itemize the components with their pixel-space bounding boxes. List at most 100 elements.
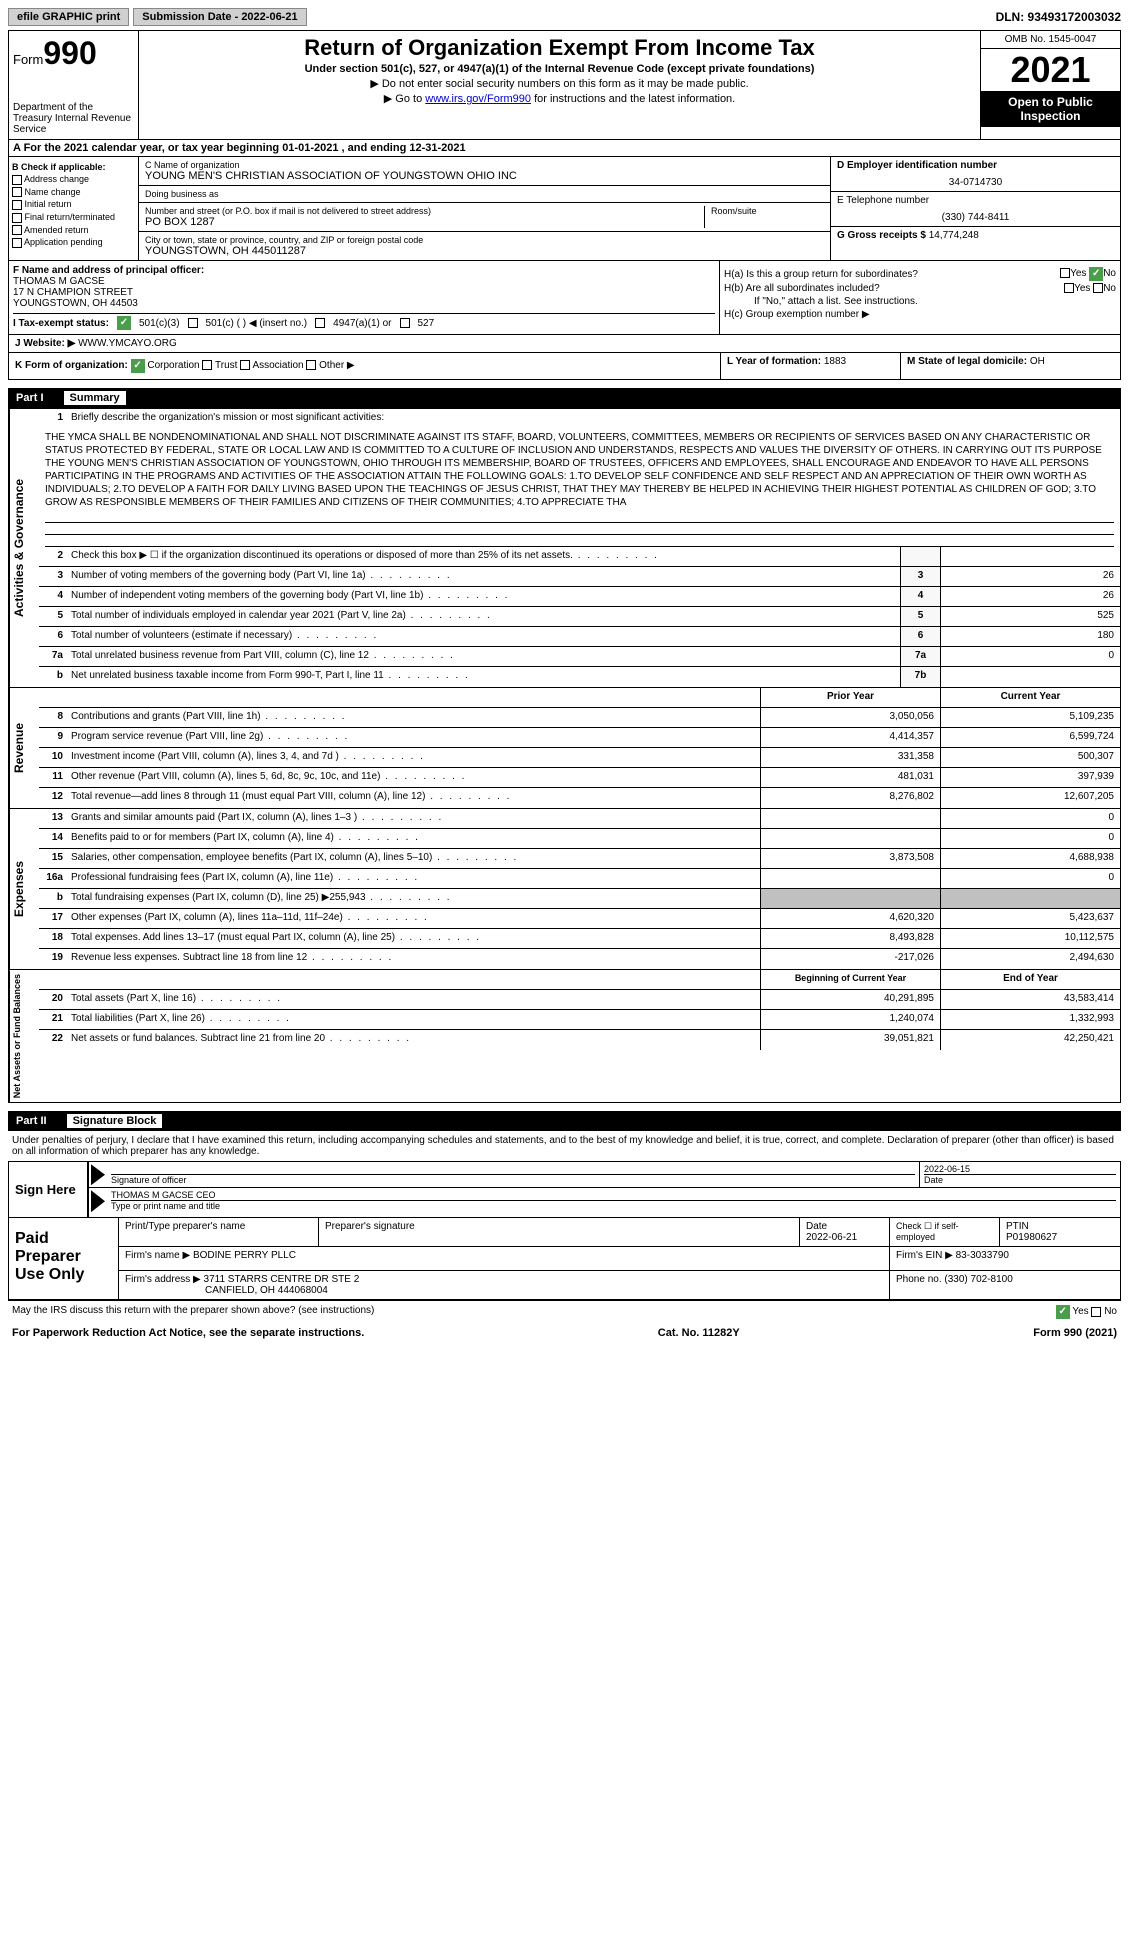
prior-val: 3,050,056 <box>760 708 940 727</box>
chk-pending[interactable] <box>12 238 22 248</box>
prep-h5: PTIN <box>1006 1221 1114 1232</box>
chk-501c[interactable] <box>188 318 198 328</box>
irs-link[interactable]: www.irs.gov/Form990 <box>425 93 531 105</box>
prior-val: 1,240,074 <box>760 1010 940 1029</box>
gross-val: 14,774,248 <box>929 230 979 241</box>
governance-section: Activities & Governance 1 Briefly descri… <box>8 408 1121 688</box>
efile-button[interactable]: efile GRAPHIC print <box>8 8 129 26</box>
prior-val: 331,358 <box>760 748 940 767</box>
part2-title: Signature Block <box>67 1114 163 1128</box>
prep-h1: Print/Type preparer's name <box>119 1218 319 1246</box>
current-val: 0 <box>940 869 1120 888</box>
form-org-label: K Form of organization: <box>15 360 128 371</box>
dba-label: Doing business as <box>145 189 219 199</box>
line-text: Professional fundraising fees (Part IX, … <box>67 869 760 888</box>
line-text: Number of independent voting members of … <box>67 587 900 606</box>
chk-final[interactable] <box>12 213 22 223</box>
prep-h5v: P01980627 <box>1006 1232 1114 1243</box>
current-val: 500,307 <box>940 748 1120 767</box>
ha-yes[interactable] <box>1060 268 1070 278</box>
chk-corp[interactable]: ✓ <box>131 359 145 373</box>
chk-4947[interactable] <box>315 318 325 328</box>
form-prefix: Form <box>13 52 43 67</box>
officer-name: THOMAS M GACSE <box>13 276 715 287</box>
line-val: 0 <box>940 647 1120 666</box>
chk-501c3[interactable]: ✓ <box>117 316 131 330</box>
prior-val: 40,291,895 <box>760 990 940 1009</box>
year-formation: 1883 <box>824 356 846 367</box>
hb-yes[interactable] <box>1064 283 1074 293</box>
ein-val: 34-0714730 <box>837 177 1114 188</box>
phone-val: (330) 744-8411 <box>837 212 1114 223</box>
chk-assoc[interactable] <box>240 360 250 370</box>
col-b-title: B Check if applicable: <box>12 162 135 172</box>
row-i-label: I Tax-exempt status: <box>13 318 109 329</box>
discuss-yes[interactable]: ✓ <box>1056 1305 1070 1319</box>
form-number: 990 <box>43 35 96 71</box>
firm-ein-label: Firm's EIN ▶ <box>896 1250 953 1261</box>
chk-amended[interactable] <box>12 225 22 235</box>
blank-line <box>45 535 1114 547</box>
line-text: Revenue less expenses. Subtract line 18 … <box>67 949 760 969</box>
chk-initial[interactable] <box>12 200 22 210</box>
line-text: Total assets (Part X, line 16) <box>67 990 760 1009</box>
end-year-header: End of Year <box>940 970 1120 989</box>
current-val: 12,607,205 <box>940 788 1120 808</box>
opt-trust: Trust <box>215 360 237 371</box>
chk-trust[interactable] <box>202 360 212 370</box>
current-val: 5,423,637 <box>940 909 1120 928</box>
chk-name[interactable] <box>12 187 22 197</box>
row-fh: F Name and address of principal officer:… <box>8 261 1121 335</box>
org-name: YOUNG MEN'S CHRISTIAN ASSOCIATION OF YOU… <box>145 170 824 182</box>
sig-name: THOMAS M GACSE CEO <box>111 1190 1116 1200</box>
line-val: 26 <box>940 587 1120 606</box>
opt-527: 527 <box>418 318 435 329</box>
prior-val: 39,051,821 <box>760 1030 940 1050</box>
expenses-section: Expenses 13 Grants and similar amounts p… <box>8 809 1121 970</box>
lbl-final: Final return/terminated <box>25 212 116 222</box>
paperwork-note: For Paperwork Reduction Act Notice, see … <box>12 1327 364 1339</box>
line-text: Benefits paid to or for members (Part IX… <box>67 829 760 848</box>
chk-527[interactable] <box>400 318 410 328</box>
officer-addr2: YOUNGSTOWN, OH 44503 <box>13 298 715 309</box>
chk-address[interactable] <box>12 175 22 185</box>
col-c-org: C Name of organization YOUNG MEN'S CHRIS… <box>139 157 830 260</box>
row-k: K Form of organization: ✓ Corporation Tr… <box>8 353 1121 380</box>
arrow-icon <box>91 1164 105 1185</box>
addr-label: Number and street (or P.O. box if mail i… <box>145 206 704 216</box>
form-ref: Form 990 (2021) <box>1033 1327 1117 1339</box>
prep-h3v: 2022-06-21 <box>806 1232 883 1243</box>
line-num: 12 <box>39 788 67 808</box>
form-header: Form990 Department of the Treasury Inter… <box>8 30 1121 140</box>
prior-val: 4,620,320 <box>760 909 940 928</box>
officer-label: F Name and address of principal officer: <box>13 265 715 276</box>
line-num: 16a <box>39 869 67 888</box>
line-text: Total fundraising expenses (Part IX, col… <box>67 889 760 908</box>
netassets-section: Net Assets or Fund Balances Beginning of… <box>8 970 1121 1103</box>
current-val: 43,583,414 <box>940 990 1120 1009</box>
prior-val: 3,873,508 <box>760 849 940 868</box>
sig-officer-label: Signature of officer <box>111 1174 915 1185</box>
line-text: Investment income (Part VIII, column (A)… <box>67 748 760 767</box>
hb-no[interactable] <box>1093 283 1103 293</box>
ein-label: D Employer identification number <box>837 160 1114 171</box>
lbl-address: Address change <box>24 174 89 184</box>
line-num: 7a <box>39 647 67 666</box>
opt-501c: 501(c) ( ) ◀ (insert no.) <box>206 318 308 329</box>
line-text: Contributions and grants (Part VIII, lin… <box>67 708 760 727</box>
line-text: Salaries, other compensation, employee b… <box>67 849 760 868</box>
prior-val <box>760 889 940 908</box>
hb-note: If "No," attach a list. See instructions… <box>724 296 1116 307</box>
addr-val: PO BOX 1287 <box>145 216 704 228</box>
goto-note: ▶ Go to www.irs.gov/Form990 for instruct… <box>143 92 976 105</box>
line-text: Total number of individuals employed in … <box>67 607 900 626</box>
line1-num: 1 <box>39 409 67 429</box>
side-governance: Activities & Governance <box>9 409 39 687</box>
discuss-no[interactable] <box>1091 1307 1101 1317</box>
current-val: 0 <box>940 809 1120 828</box>
chk-other[interactable] <box>306 360 316 370</box>
firm-addr-label: Firm's address ▶ <box>125 1274 201 1285</box>
line-text: Total revenue—add lines 8 through 11 (mu… <box>67 788 760 808</box>
ha-no[interactable]: ✓ <box>1089 267 1103 281</box>
prior-year-header: Prior Year <box>760 688 940 707</box>
